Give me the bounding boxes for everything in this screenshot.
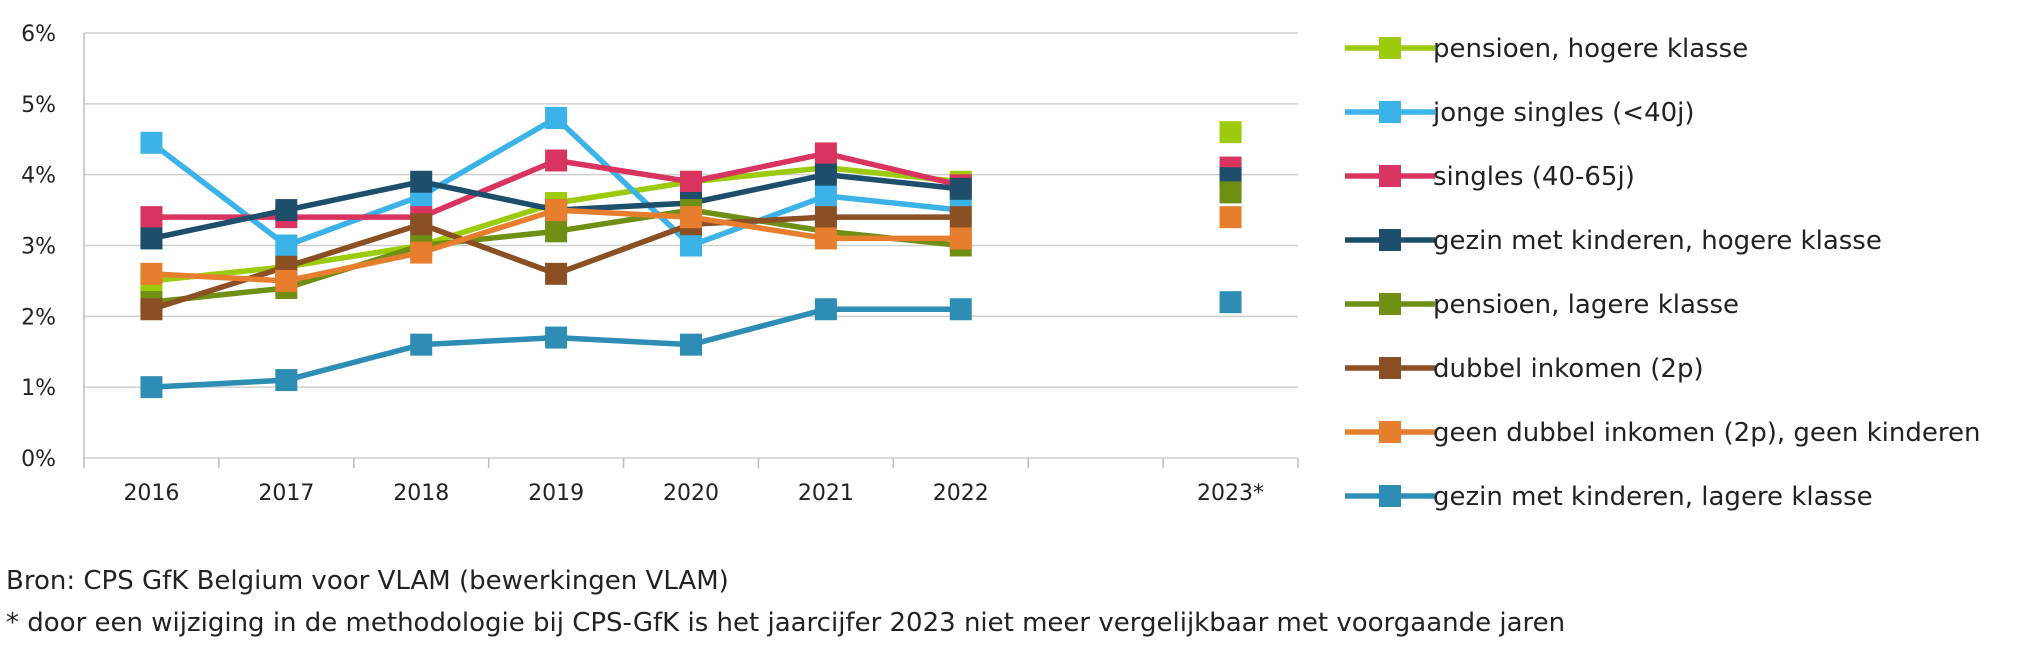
y-tick-label: 0% [21,447,56,472]
legend-label: pensioen, hogere klasse [1433,34,1748,64]
data-point [949,177,972,200]
legend: pensioen, hogere klasse jonge singles (<4… [1345,34,1980,512]
legend-label: geen dubbel inkomen (2p), geen kinderen [1433,418,1980,448]
data-point [545,107,568,129]
data-point [275,369,298,392]
x-tick-label: 2018 [393,481,449,506]
data-point [140,262,163,285]
data-point [140,131,163,154]
legend-marker [1379,357,1401,379]
data-point [545,262,568,285]
data-point [1219,181,1242,204]
data-point [140,376,163,399]
methodology-footnote: * door een wijziging in de methodologie … [6,608,1566,638]
data-point [410,241,433,264]
data-point [680,170,702,193]
legend-label: gezin met kinderen, hogere klasse [1433,226,1882,256]
data-point [1219,206,1242,229]
legend-item: pensioen, lagere klasse [1345,290,1739,320]
data-point [1219,121,1242,144]
legend-marker [1379,421,1401,443]
data-point [275,269,298,292]
legend-marker [1379,485,1401,507]
data-point [140,227,163,250]
data-point [410,170,433,193]
legend-item: gezin met kinderen, hogere klasse [1345,226,1882,256]
source-note: Bron: CPS GfK Belgium voor VLAM (bewerki… [6,566,729,596]
x-tick-label: 2021 [798,481,854,506]
x-tick-label: 2020 [663,481,719,506]
data-point [680,333,702,356]
data-point [814,206,837,229]
data-point [680,206,702,229]
legend-item: singles (40-65j) [1345,162,1635,192]
data-point [410,213,433,236]
legend-marker [1379,293,1401,315]
line-chart: 0%1%2%3%4%5%6% 2016 2017 2018 2019 2020 2021 2… [21,22,1980,512]
x-tick-label: 2022 [933,481,989,506]
legend-label: jonge singles (<40j) [1432,98,1695,128]
y-axis-ticks: 0% 1% 2% 3% 4% 5% 6% [21,22,56,472]
data-point [814,142,837,165]
y-tick-label: 4% [21,164,56,189]
legend-label: singles (40-65j) [1433,162,1635,192]
data-point [814,184,837,207]
data-point [545,220,568,243]
x-tick-label: 2017 [258,481,314,506]
x-tick-label: 2019 [528,481,584,506]
data-point [545,326,568,349]
legend-marker [1379,101,1401,123]
legend-label: gezin met kinderen, lagere klasse [1433,482,1873,512]
data-point [275,234,298,257]
data-point [814,298,837,321]
data-point [140,206,163,229]
y-tick-label: 2% [21,305,56,330]
data-point [140,298,163,321]
legend-item: pensioen, hogere klasse [1345,34,1748,64]
legend-item: gezin met kinderen, lagere klasse [1345,482,1873,512]
x-axis: 2016 2017 2018 2019 2020 2021 2022 2023* [83,33,1299,506]
legend-label: pensioen, lagere klasse [1433,290,1739,320]
y-tick-label: 1% [21,376,56,401]
legend-marker [1379,229,1401,251]
data-point [814,227,837,250]
data-point [949,206,972,229]
legend-marker [1379,37,1401,59]
data-point [410,333,433,356]
y-tick-label: 5% [21,93,56,118]
data-point [545,199,568,222]
data-point [545,149,568,172]
data-point [1219,291,1242,314]
legend-item: dubbel inkomen (2p) [1345,354,1704,384]
y-tick-label: 6% [21,22,56,47]
data-point [949,227,972,250]
data-point [949,298,972,321]
y-tick-label: 3% [21,235,56,260]
legend-item: geen dubbel inkomen (2p), geen kinderen [1345,418,1980,448]
data-point [275,199,298,222]
data-point [814,163,837,186]
legend-label: dubbel inkomen (2p) [1433,354,1704,384]
legend-marker [1379,165,1401,187]
x-tick-label: 2016 [123,481,179,506]
x-tick-label: 2023* [1197,481,1264,506]
legend-item: jonge singles (<40j) [1345,98,1695,128]
series-markers [140,107,1242,399]
data-point [680,234,702,257]
